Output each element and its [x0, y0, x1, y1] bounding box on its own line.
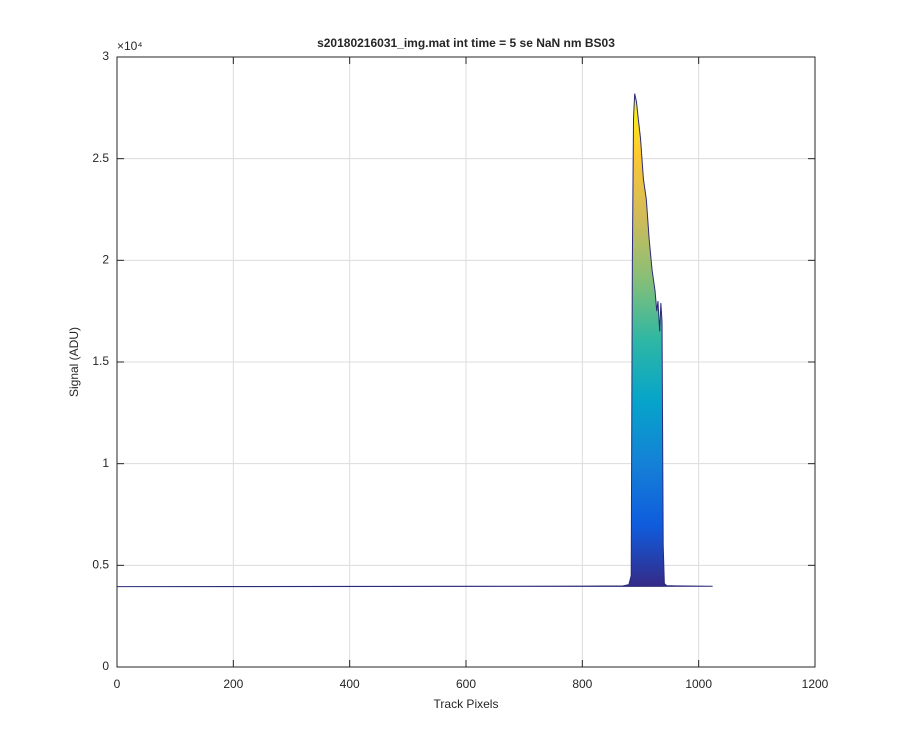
x-tick-label: 1200 — [802, 677, 829, 691]
x-axis-label: Track Pixels — [434, 697, 499, 711]
y-tick-label: 0.5 — [92, 558, 109, 572]
y-axis-label: Signal (ADU) — [67, 327, 81, 397]
y-tick-label: 2 — [102, 253, 109, 267]
x-tick-label: 400 — [340, 677, 360, 691]
x-tick-label: 600 — [456, 677, 476, 691]
y-tick-label: 1 — [102, 456, 109, 470]
x-tick-label: 0 — [114, 677, 121, 691]
x-tick-label: 200 — [223, 677, 243, 691]
y-tick-label: 1.5 — [92, 354, 109, 368]
x-tick-label: 1000 — [685, 677, 712, 691]
x-tick-label: 800 — [572, 677, 592, 691]
y-tick-label: 2.5 — [92, 151, 109, 165]
area — [116, 93, 713, 588]
y-tick-label: 3 — [102, 49, 109, 63]
chart-title: s20180216031_img.mat int time = 5 se NaN… — [317, 36, 615, 50]
y-exponent: ×10⁴ — [117, 39, 143, 53]
y-tick-label: 0 — [102, 659, 109, 673]
